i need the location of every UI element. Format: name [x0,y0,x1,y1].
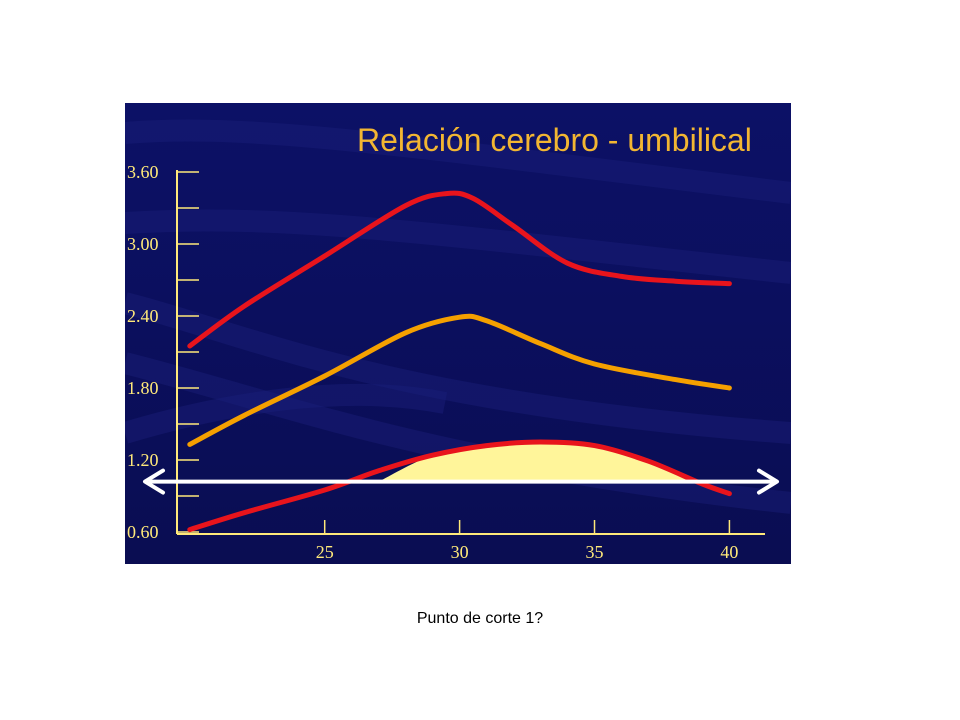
axes: 0.60 1.20 1.80 2.40 3.00 3.60 25 30 35 40 [127,162,765,562]
cutoff-arrowhead-right [757,468,779,495]
background-swirl-1 [125,119,791,204]
y-tick-label: 0.60 [127,522,159,542]
chart-figure: Relación cerebro - umbilical 0.60 1.20 1.8… [125,103,791,564]
background-swirl-5 [125,383,448,444]
x-tick-label: 40 [720,542,738,562]
y-tick-label: 1.20 [127,450,159,470]
y-tick-label: 1.80 [127,378,159,398]
background-swirls [125,119,791,514]
y-tick-label: 2.40 [127,306,159,326]
series-line-median [187,313,732,447]
background-swirl-2 [125,209,791,284]
y-tick-label: 3.00 [127,234,159,254]
series-line-lower [187,439,732,533]
x-tick-label: 25 [316,542,334,562]
series-layer [187,190,732,533]
cutoff-arrowhead-left [143,468,165,495]
background-swirl-3 [125,292,791,444]
chart-canvas: Relación cerebro - umbilical 0.60 1.20 1.8… [125,103,791,564]
chart-title: Relación cerebro - umbilical [357,122,752,158]
chart-background [125,103,791,564]
caption: Punto de corte 1? [416,610,544,627]
y-tick-label: 3.60 [127,162,159,182]
background-swirl-4 [125,352,791,514]
cutoff-arrow-layer [143,468,779,495]
x-tick-label: 30 [451,542,469,562]
x-tick-label: 35 [586,542,604,562]
series-line-upper [187,190,732,349]
